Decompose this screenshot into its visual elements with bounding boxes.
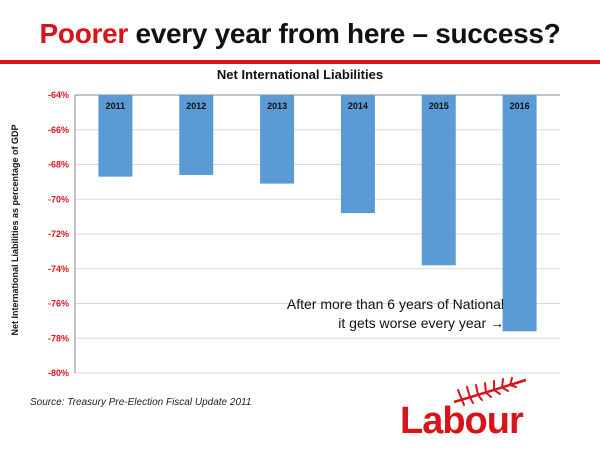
slide-title: Poorer every year from here – success? <box>0 18 600 50</box>
y-tick-label: -70% <box>48 194 69 204</box>
slide-title-accent: Poorer <box>39 18 129 49</box>
y-tick-label: -76% <box>48 299 69 309</box>
bar-2015 <box>421 95 456 266</box>
fern-icon <box>453 377 527 406</box>
title-divider <box>0 60 600 64</box>
y-tick-label: -78% <box>48 333 69 343</box>
y-tick-label: -64% <box>48 90 69 100</box>
bar-2011 <box>98 95 133 177</box>
annotation-line-1: After more than 6 years of National <box>286 296 504 312</box>
source-note: Source: Treasury Pre-Election Fiscal Upd… <box>30 397 252 408</box>
chart-title: Net International Liabilities <box>216 67 384 82</box>
category-label-2014: 2014 <box>348 101 368 111</box>
category-label-2016: 2016 <box>510 101 530 111</box>
logo-text: Labour <box>400 400 524 442</box>
y-tick-label: -66% <box>48 125 69 135</box>
bar-2016 <box>502 95 537 332</box>
y-tick-label: -80% <box>48 368 69 378</box>
chart-annotation: After more than 6 years of National it g… <box>287 295 504 333</box>
y-tick-label: -68% <box>48 160 69 170</box>
bar-2012 <box>179 95 214 175</box>
y-tick-label: -72% <box>48 229 69 239</box>
labour-logo: Labour <box>400 374 560 446</box>
category-label-2012: 2012 <box>186 101 206 111</box>
category-label-2011: 2011 <box>106 101 126 111</box>
bar-2013 <box>260 95 295 184</box>
annotation-line-2: it gets worse every year → <box>338 315 504 331</box>
y-tick-label: -74% <box>48 264 69 274</box>
slide-title-rest: every year from here – success? <box>128 18 561 49</box>
category-label-2013: 2013 <box>267 101 287 111</box>
bar-2014 <box>340 95 375 214</box>
category-label-2015: 2015 <box>429 101 449 111</box>
